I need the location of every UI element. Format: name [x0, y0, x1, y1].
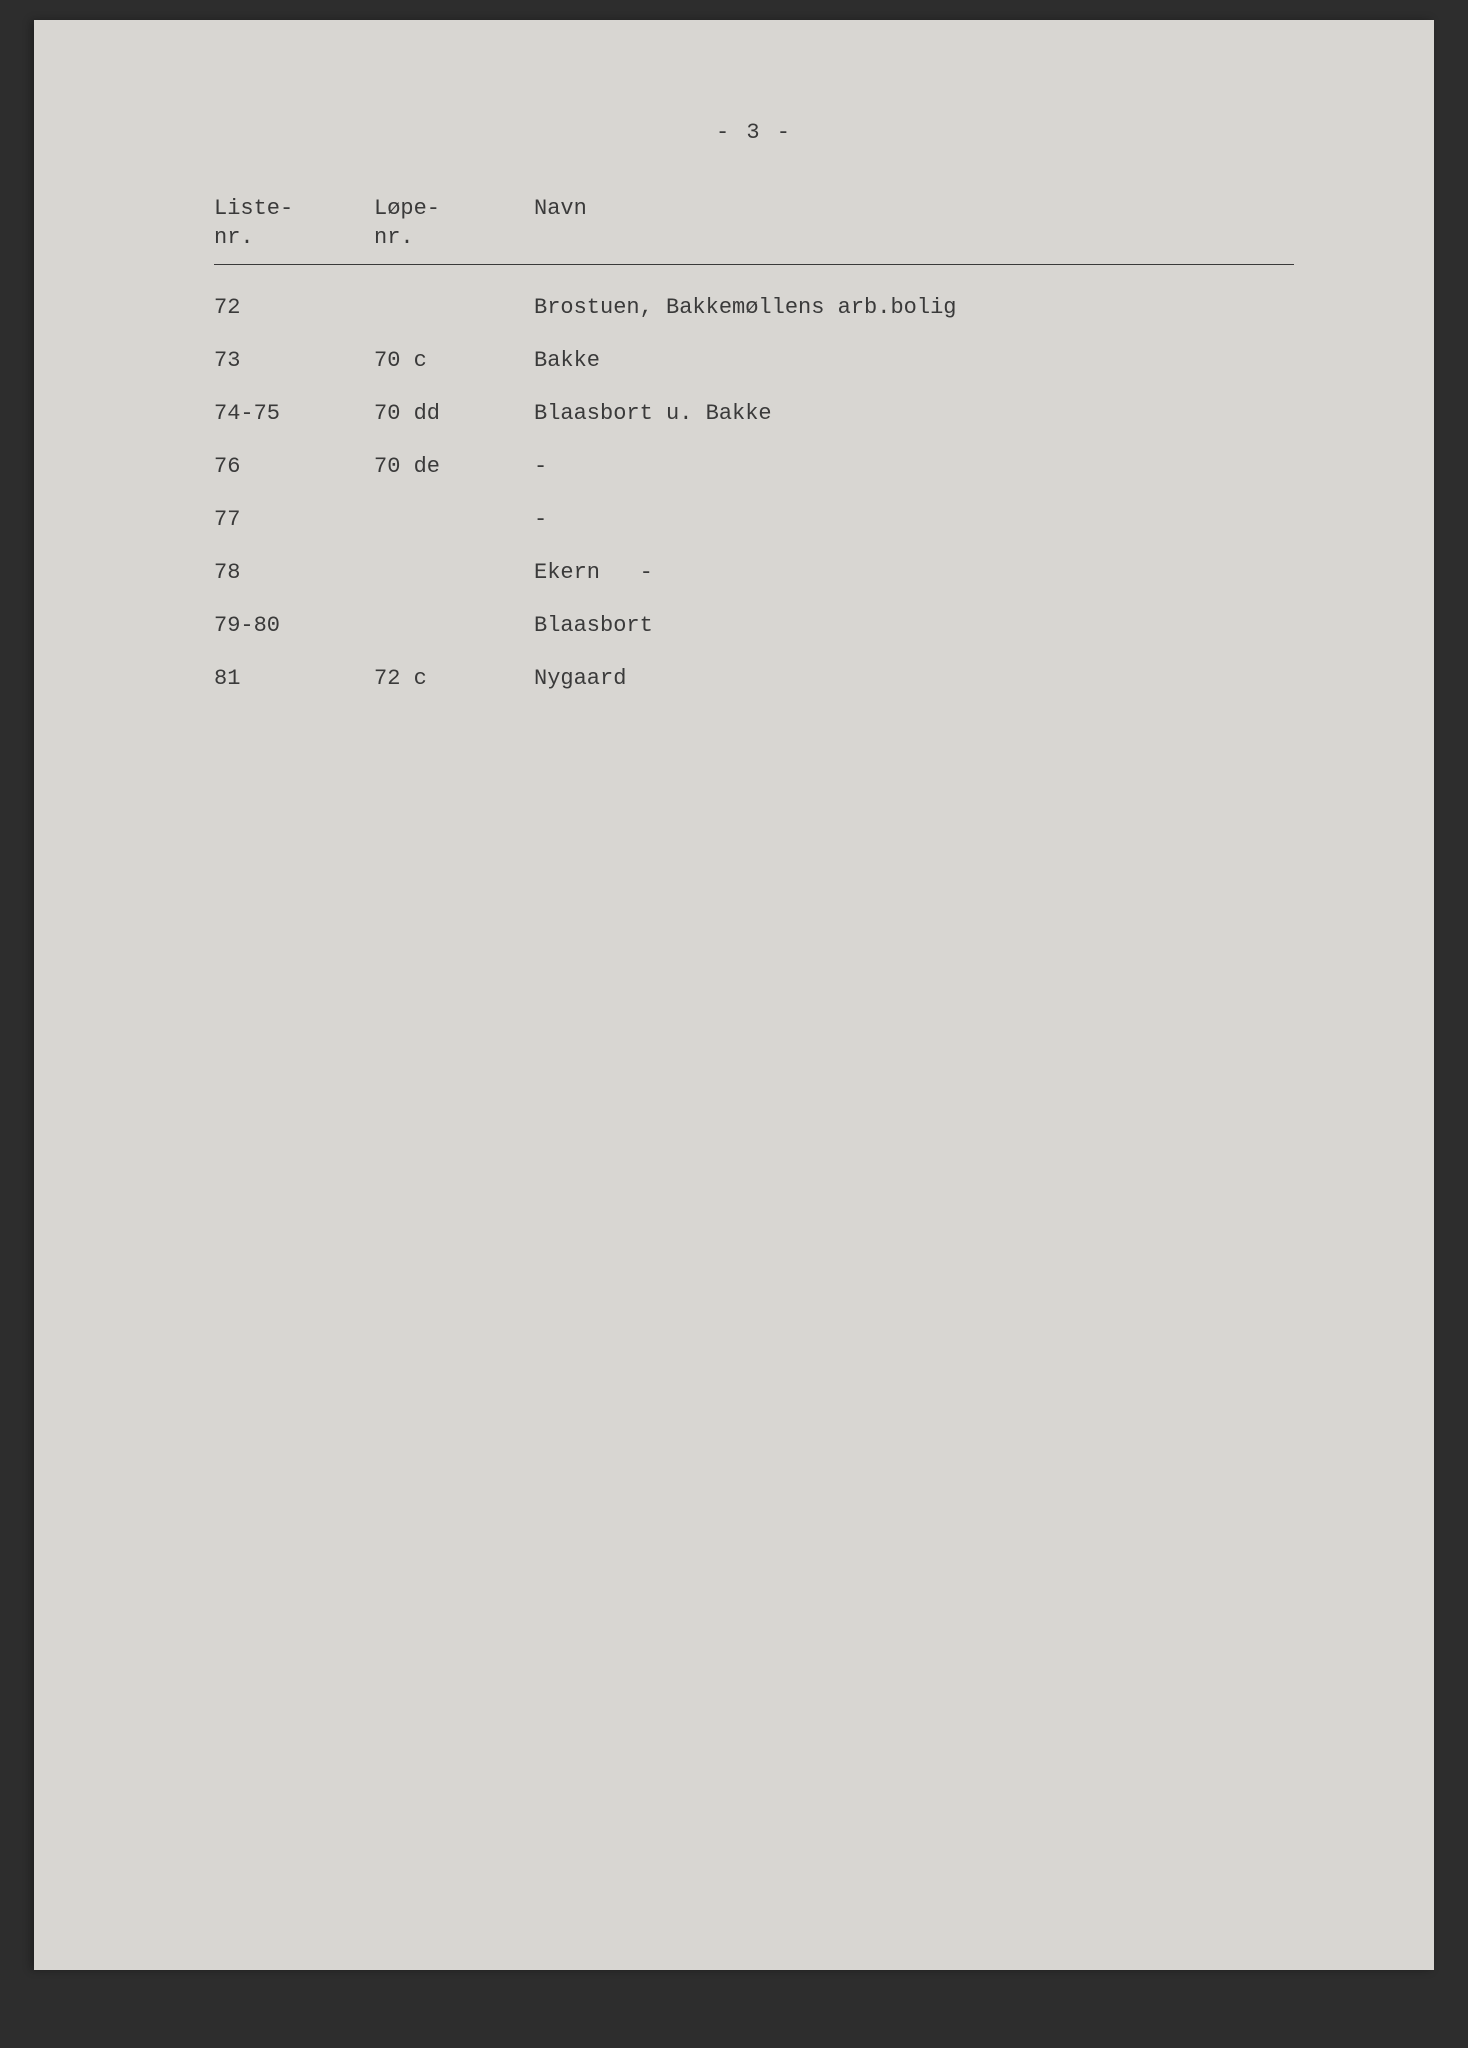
table-row: 74-75 70 dd Blaasbort u. Bakke [214, 401, 1294, 426]
cell-navn: Bakke [534, 348, 1294, 373]
cell-liste-nr: 81 [214, 666, 374, 691]
cell-lope-nr: 72 c [374, 666, 534, 691]
cell-lope-nr [374, 613, 534, 638]
cell-lope-nr: 70 dd [374, 401, 534, 426]
table-header-row: Liste- nr. Løpe- nr. Navn [214, 195, 1294, 265]
cell-navn: Brostuen, Bakkemøllens arb.bolig [534, 295, 1294, 320]
cell-navn: - [534, 507, 1294, 532]
cell-liste-nr: 76 [214, 454, 374, 479]
table-row: 72 Brostuen, Bakkemøllens arb.bolig [214, 295, 1294, 320]
table-row: 78 Ekern - [214, 560, 1294, 585]
cell-navn: Nygaard [534, 666, 1294, 691]
cell-liste-nr: 77 [214, 507, 374, 532]
cell-lope-nr [374, 560, 534, 585]
cell-liste-nr: 78 [214, 560, 374, 585]
cell-liste-nr: 74-75 [214, 401, 374, 426]
cell-navn: Blaasbort [534, 613, 1294, 638]
table-row: 73 70 c Bakke [214, 348, 1294, 373]
table-row: 77 - [214, 507, 1294, 532]
page-number: - 3 - [214, 120, 1294, 145]
cell-lope-nr [374, 507, 534, 532]
cell-lope-nr: 70 de [374, 454, 534, 479]
cell-navn: Blaasbort u. Bakke [534, 401, 1294, 426]
table-row: 81 72 c Nygaard [214, 666, 1294, 691]
cell-navn: Ekern - [534, 560, 1294, 585]
cell-liste-nr: 79-80 [214, 613, 374, 638]
cell-navn: - [534, 454, 1294, 479]
cell-lope-nr: 70 c [374, 348, 534, 373]
header-liste-nr: Liste- nr. [214, 195, 374, 252]
document-page: - 3 - Liste- nr. Løpe- nr. Navn 72 Brost… [34, 20, 1434, 1970]
header-navn: Navn [534, 195, 1294, 252]
table-row: 79-80 Blaasbort [214, 613, 1294, 638]
data-table: Liste- nr. Løpe- nr. Navn 72 Brostuen, B… [214, 195, 1294, 691]
cell-liste-nr: 73 [214, 348, 374, 373]
cell-lope-nr [374, 295, 534, 320]
cell-liste-nr: 72 [214, 295, 374, 320]
table-row: 76 70 de - [214, 454, 1294, 479]
header-lope-nr: Løpe- nr. [374, 195, 534, 252]
